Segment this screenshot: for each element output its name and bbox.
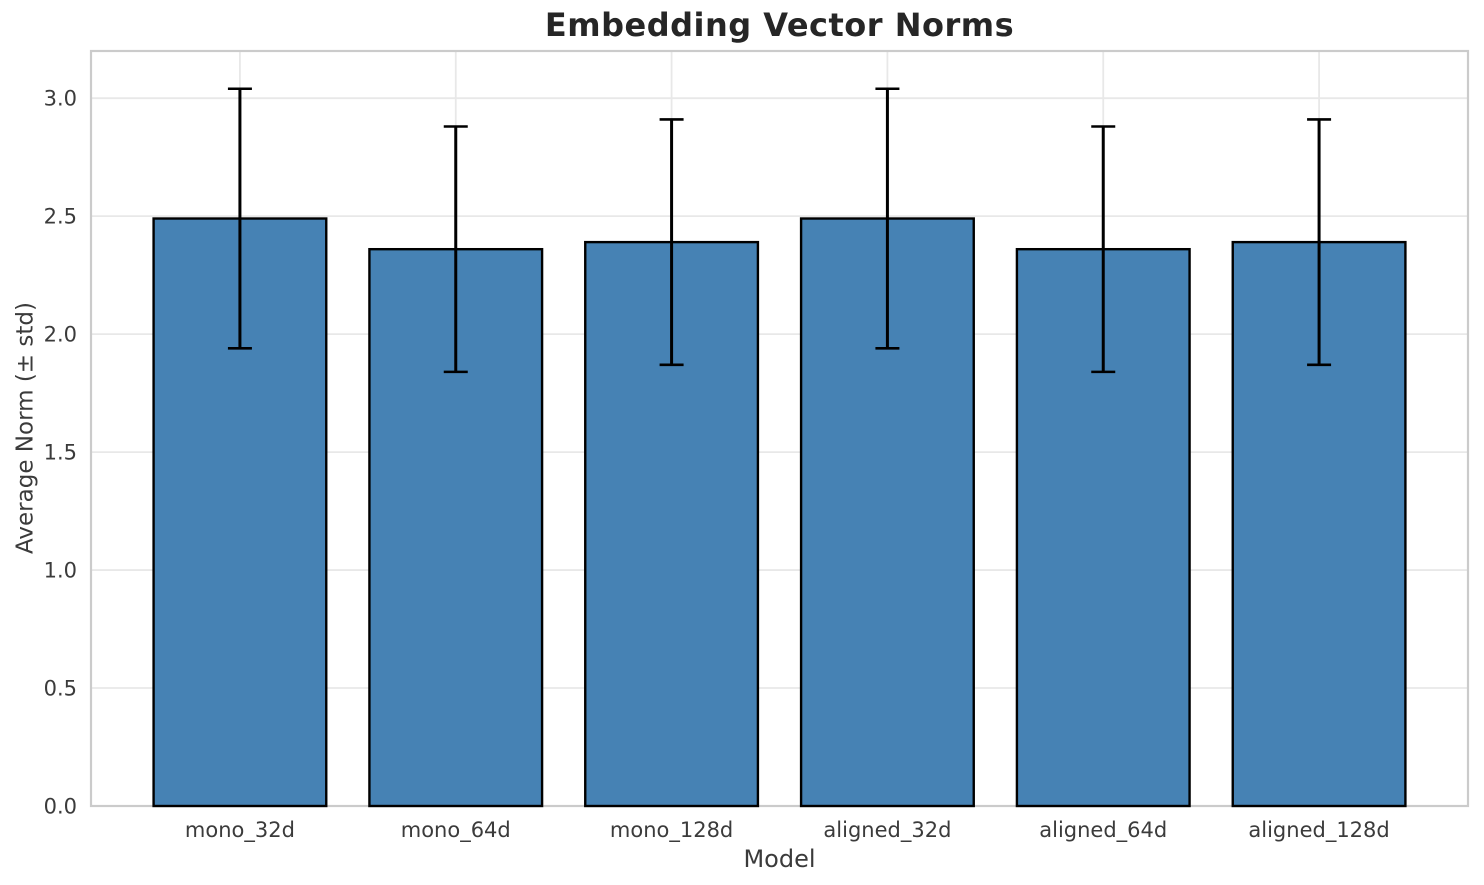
y-tick-label: 1.5 [44, 441, 77, 465]
y-axis-label: Average Norm (± std) [12, 302, 39, 554]
y-tick-label: 2.5 [44, 205, 77, 229]
x-tick-label: mono_128d [610, 818, 733, 843]
x-axis-label: Model [743, 845, 816, 873]
bar [1015, 247, 1191, 808]
x-tick-label: mono_32d [185, 818, 295, 843]
y-tick-label: 0.0 [44, 795, 77, 819]
axes-spines [89, 49, 1470, 808]
x-tick-label: aligned_128d [1248, 818, 1389, 843]
y-tick-label: 3.0 [44, 87, 77, 111]
x-tick-label: aligned_32d [823, 818, 951, 843]
chart-title: Embedding Vector Norms [544, 6, 1015, 44]
y-tick-label: 1.0 [44, 559, 77, 583]
y-tick-label: 2.0 [44, 323, 77, 347]
x-tick-label: mono_64d [401, 818, 511, 843]
y-tick-label: 0.5 [44, 677, 77, 701]
x-tick-label: aligned_64d [1039, 818, 1167, 843]
